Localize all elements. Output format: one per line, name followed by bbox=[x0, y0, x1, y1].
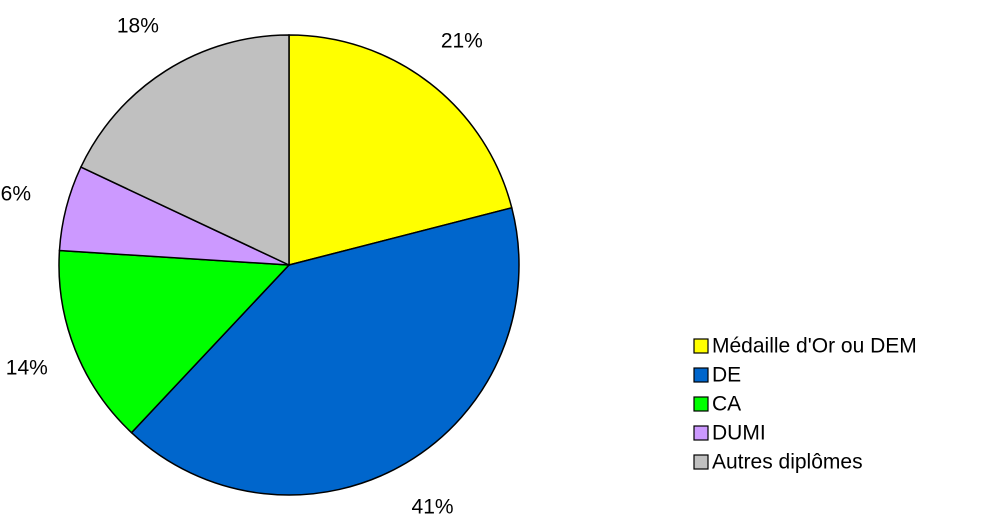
legend-swatch bbox=[693, 338, 709, 354]
slice-label: 41% bbox=[412, 495, 454, 517]
legend-swatch bbox=[693, 396, 709, 412]
legend-label: DUMI bbox=[712, 422, 766, 445]
legend-swatch bbox=[693, 454, 709, 470]
slice-label: 21% bbox=[441, 30, 483, 53]
legend-swatch bbox=[693, 425, 709, 441]
pie-slice bbox=[130, 206, 520, 496]
slice-label: 14% bbox=[6, 356, 48, 379]
pie-slice bbox=[288, 34, 513, 266]
legend-label: Médaille d'Or ou DEM bbox=[712, 335, 917, 358]
pie-slice bbox=[79, 34, 290, 267]
legend-label: Autres diplômes bbox=[712, 451, 863, 474]
legend-label: DE bbox=[712, 364, 741, 387]
slice-label: 6% bbox=[1, 182, 31, 205]
legend-swatch bbox=[693, 367, 709, 383]
legend-label: CA bbox=[712, 393, 741, 416]
slice-label: 18% bbox=[117, 14, 159, 37]
pie-slice bbox=[58, 249, 291, 434]
